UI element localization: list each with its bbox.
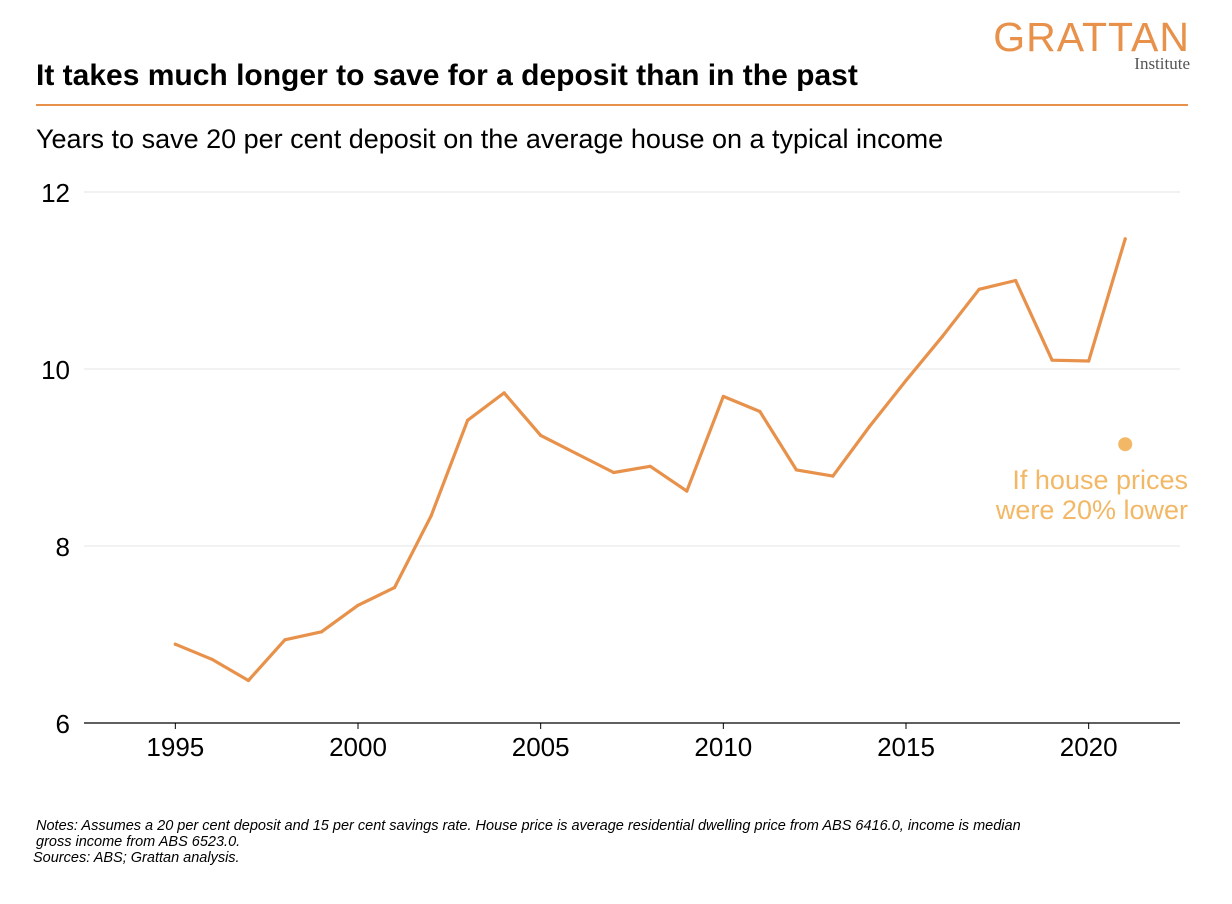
data-point-1998 <box>283 638 287 642</box>
x-tick-label-2015: 2015 <box>877 732 935 762</box>
logo-wordmark: GRATTAN <box>993 14 1190 60</box>
data-point-2007 <box>612 470 616 475</box>
data-point-2000 <box>356 603 360 607</box>
series-line-0 <box>173 237 1127 683</box>
data-point-2003 <box>466 418 470 422</box>
notes-line-1: Notes: Assumes a 20 per cent deposit and… <box>36 818 1021 834</box>
chart-subtitle: Years to save 20 per cent deposit on the… <box>36 124 944 154</box>
y-tick-label-12: 12 <box>41 178 70 208</box>
x-tick-label-2005: 2005 <box>512 732 570 762</box>
chart-title: It takes much longer to save for a depos… <box>36 59 858 92</box>
data-point-2010 <box>721 394 725 399</box>
data-point-1997 <box>246 678 250 683</box>
annotation-point <box>1118 437 1133 452</box>
data-point-2001 <box>392 585 397 590</box>
annotation-label-line-2: were 20% lower <box>995 495 1188 525</box>
data-point-1996 <box>210 657 214 661</box>
data-point-2002 <box>429 514 433 518</box>
x-tick-label-2000: 2000 <box>329 732 387 762</box>
data-point-2009 <box>685 489 689 493</box>
data-point-2017 <box>977 287 981 291</box>
data-point-2015 <box>904 378 908 383</box>
data-point-2013 <box>831 474 835 478</box>
data-point-2019 <box>1050 358 1054 362</box>
data-point-2006 <box>575 452 579 456</box>
data-point-2014 <box>867 424 872 429</box>
notes-line-2: gross income from ABS 6523.0. <box>36 834 241 850</box>
data-point-2012 <box>794 468 799 472</box>
data-point-2020 <box>1087 359 1091 363</box>
x-tick-label-2010: 2010 <box>694 732 752 762</box>
y-tick-label-10: 10 <box>41 355 70 385</box>
grattan-logo: GRATTAN Institute <box>993 16 1190 72</box>
x-tick-label-1995: 1995 <box>146 732 204 762</box>
data-point-2021 <box>1123 237 1127 241</box>
x-tick-label-2020: 2020 <box>1060 732 1118 762</box>
y-tick-label-8: 8 <box>56 532 70 562</box>
annotation-label-line-1: If house prices <box>1012 465 1188 495</box>
logo-subtitle: Institute <box>1134 54 1190 73</box>
y-tick-label-6: 6 <box>56 709 70 739</box>
data-point-2004 <box>502 391 506 395</box>
data-point-2018 <box>1014 278 1018 283</box>
data-point-2008 <box>648 464 652 468</box>
data-point-2005 <box>539 433 543 437</box>
data-point-2016 <box>940 334 945 338</box>
chart-notes: Notes: Assumes a 20 per cent deposit and… <box>33 818 1196 866</box>
title-divider <box>36 104 1188 106</box>
data-point-2011 <box>758 409 762 414</box>
sources-line: Sources: ABS; Grattan analysis. <box>33 850 240 866</box>
data-point-1995 <box>173 642 177 646</box>
data-point-1999 <box>319 630 324 634</box>
